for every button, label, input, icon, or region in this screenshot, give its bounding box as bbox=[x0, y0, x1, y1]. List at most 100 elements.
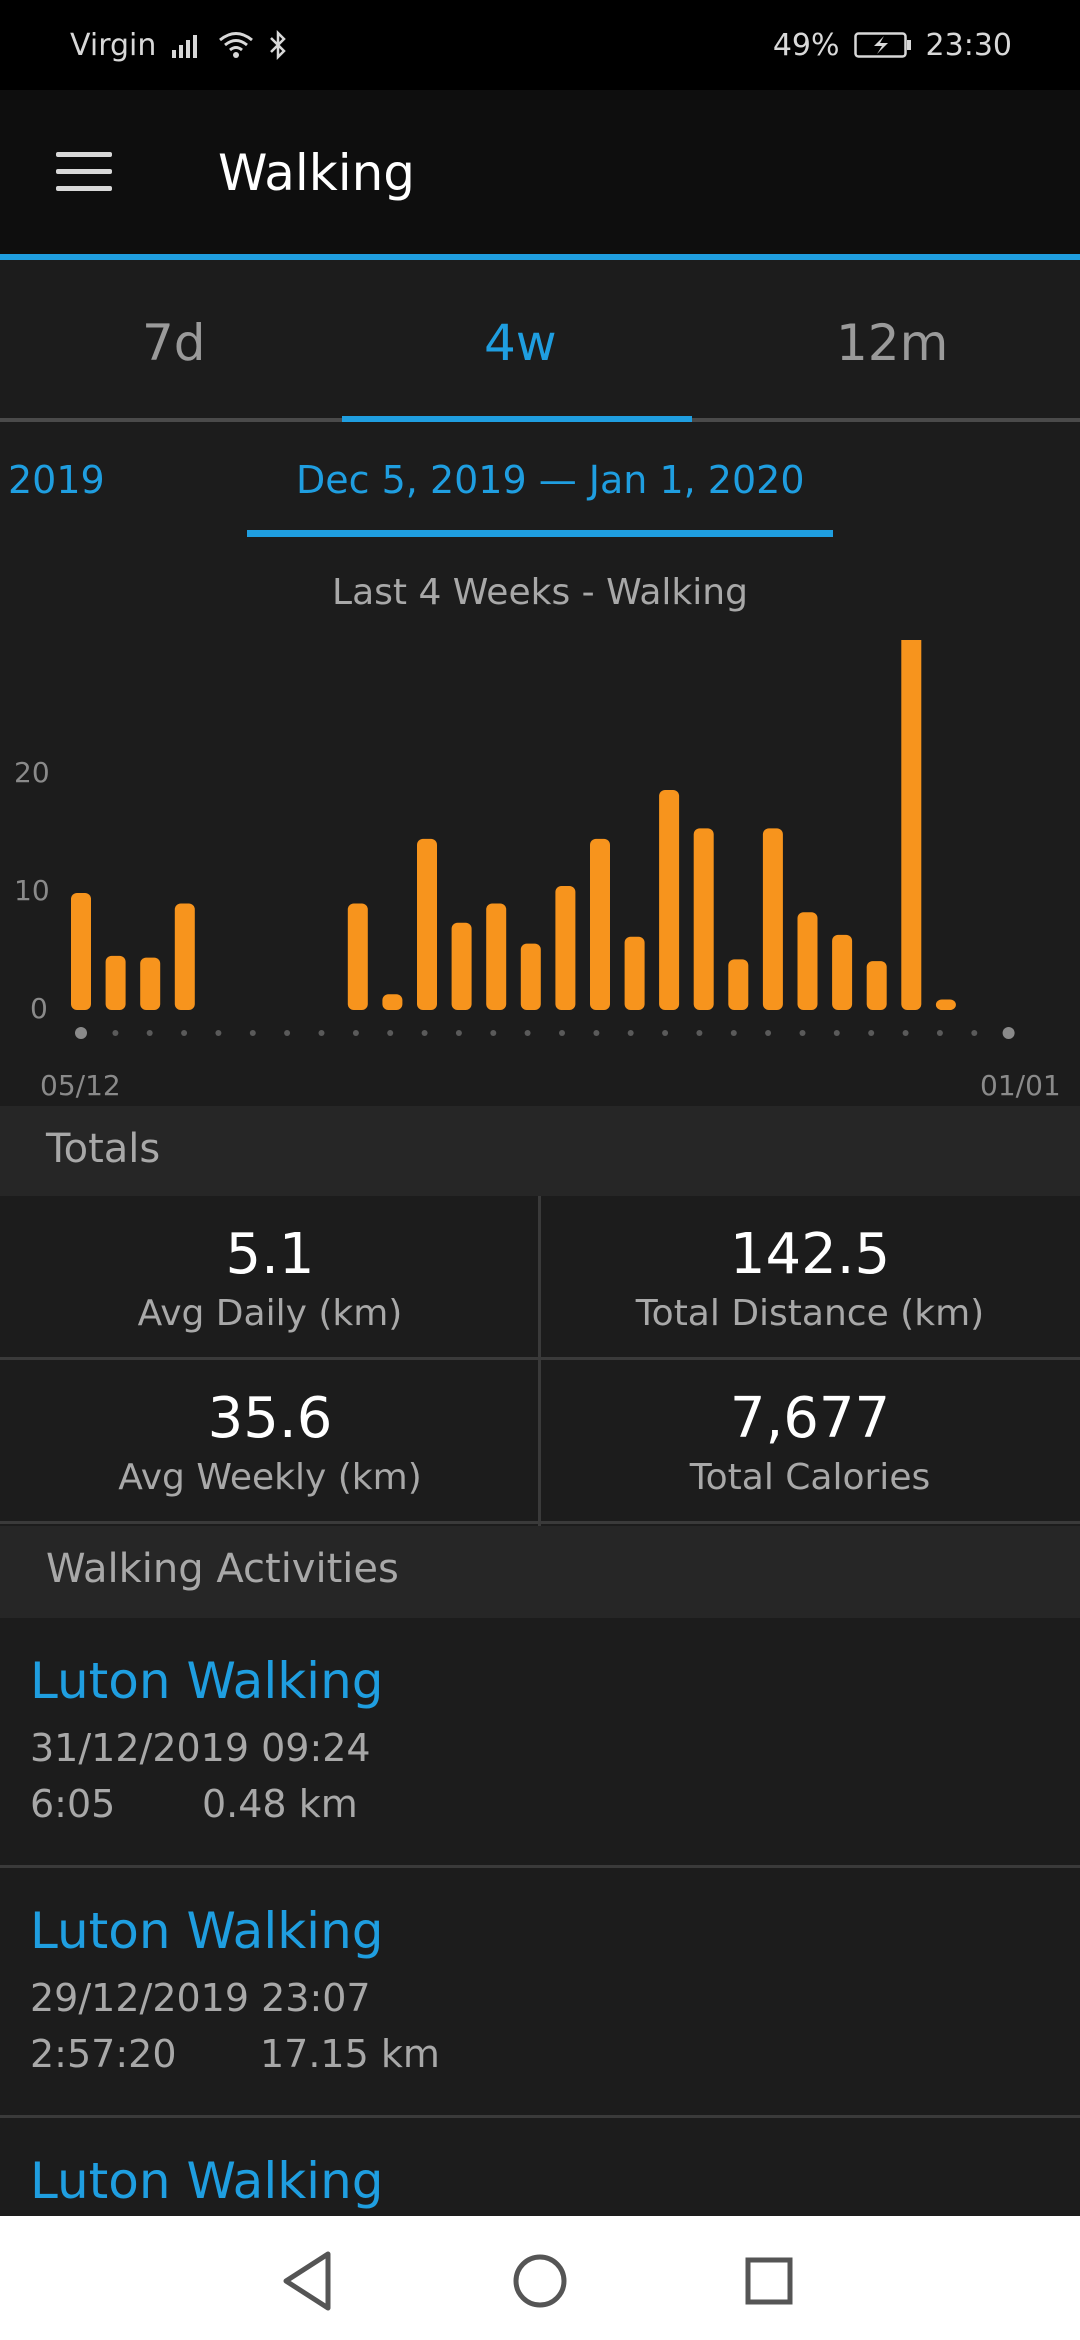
total-distance-cell: 142.5 Total Distance (km) bbox=[540, 1196, 1080, 1360]
activity-title[interactable]: Luton Walking bbox=[30, 1652, 384, 1710]
activity-duration: 6:05 bbox=[30, 1782, 116, 1826]
chart-bar[interactable] bbox=[935, 999, 956, 1011]
chart-bar[interactable] bbox=[105, 955, 126, 1010]
date-range-indicator bbox=[247, 530, 833, 537]
x-axis-dot bbox=[696, 1030, 703, 1036]
app-bar: Walking bbox=[0, 90, 1080, 260]
activity-list-item[interactable]: Luton Walking bbox=[0, 2118, 1080, 2340]
chart-bar[interactable] bbox=[382, 994, 403, 1010]
status-left: Virgin bbox=[70, 28, 288, 63]
chart-bar[interactable] bbox=[486, 903, 507, 1011]
battery-percent: 49% bbox=[772, 27, 840, 63]
x-axis-dot bbox=[318, 1030, 325, 1036]
activity-duration: 2:57:20 bbox=[30, 2032, 177, 2076]
clock-time: 23:30 bbox=[925, 27, 1012, 63]
activity-list-item[interactable]: Luton Walking 31/12/2019 09:24 6:05 0.48… bbox=[0, 1618, 1080, 1868]
chart-bar[interactable] bbox=[520, 943, 541, 1010]
grid-divider bbox=[538, 1196, 541, 1526]
chart-bar[interactable] bbox=[71, 893, 91, 1010]
totals-header: Totals bbox=[0, 1106, 1080, 1198]
x-axis-dots bbox=[75, 1027, 1015, 1039]
activities-header: Walking Activities bbox=[0, 1526, 1080, 1618]
chart-bar[interactable] bbox=[659, 790, 680, 1010]
total-distance-value: 142.5 bbox=[729, 1222, 891, 1287]
tab-4w[interactable]: 4w bbox=[484, 314, 557, 372]
x-axis-dot bbox=[662, 1030, 669, 1036]
x-axis-dot bbox=[455, 1030, 462, 1036]
activity-title[interactable]: Luton Walking bbox=[30, 1902, 384, 1960]
system-nav-bar bbox=[0, 2216, 1080, 2340]
x-axis-dot bbox=[352, 1030, 359, 1036]
chart-bar[interactable] bbox=[451, 922, 472, 1010]
chart-bar[interactable] bbox=[555, 886, 576, 1010]
total-calories-cell: 7,677 Total Calories bbox=[540, 1360, 1080, 1524]
total-distance-label: Total Distance (km) bbox=[635, 1293, 985, 1334]
avg-weekly-label: Avg Weekly (km) bbox=[118, 1457, 422, 1498]
chart-bar[interactable] bbox=[417, 838, 437, 1010]
avg-weekly-cell: 35.6 Avg Weekly (km) bbox=[0, 1360, 540, 1524]
home-icon[interactable] bbox=[505, 2246, 575, 2316]
battery-charging-icon bbox=[853, 32, 911, 58]
x-axis-dot bbox=[868, 1030, 875, 1036]
tab-7d[interactable]: 7d bbox=[142, 314, 206, 372]
total-calories-label: Total Calories bbox=[689, 1457, 931, 1498]
status-bar: Virgin 49% 23: bbox=[0, 0, 1080, 90]
x-start-label: 05/12 bbox=[40, 1069, 121, 1102]
avg-daily-label: Avg Daily (km) bbox=[137, 1293, 403, 1334]
chart-bar[interactable] bbox=[728, 959, 749, 1010]
activity-datetime: 31/12/2019 09:24 bbox=[30, 1726, 371, 1770]
x-axis-dot bbox=[627, 1030, 634, 1036]
period-tabs: 7d 4w 12m bbox=[0, 266, 1080, 422]
chart-bar[interactable] bbox=[797, 912, 818, 1010]
chart-bar[interactable] bbox=[901, 640, 922, 1010]
avg-weekly-value: 35.6 bbox=[207, 1386, 333, 1451]
signal-icon bbox=[172, 35, 198, 58]
activity-list-item[interactable]: Luton Walking 29/12/2019 23:07 2:57:20 1… bbox=[0, 1868, 1080, 2118]
totals-grid: 5.1 Avg Daily (km) 142.5 Total Distance … bbox=[0, 1196, 1080, 1526]
y-tick-label: 20 bbox=[14, 756, 50, 789]
x-axis-dot bbox=[936, 1030, 943, 1036]
chart-bar[interactable] bbox=[347, 903, 368, 1011]
bars-group bbox=[71, 640, 956, 1010]
chart-bar[interactable] bbox=[624, 936, 645, 1010]
chart-bar[interactable] bbox=[866, 961, 887, 1010]
chart-bar[interactable] bbox=[174, 903, 195, 1011]
x-axis-dot bbox=[146, 1030, 153, 1036]
x-axis-dot bbox=[112, 1030, 119, 1036]
total-calories-value: 7,677 bbox=[729, 1386, 891, 1451]
x-axis-dot bbox=[284, 1030, 291, 1036]
y-tick-label: 10 bbox=[14, 874, 50, 907]
wifi-icon bbox=[219, 32, 254, 58]
chart-bar[interactable] bbox=[693, 828, 714, 1010]
x-axis-dot bbox=[387, 1030, 394, 1036]
recents-icon[interactable] bbox=[734, 2246, 804, 2316]
x-axis-dot bbox=[215, 1030, 222, 1036]
previous-range-button[interactable]: 2019 bbox=[8, 458, 105, 502]
x-axis-dot bbox=[833, 1030, 840, 1036]
x-axis-dot bbox=[75, 1027, 87, 1039]
date-range-selector: 2019 Dec 5, 2019 — Jan 1, 2020 bbox=[0, 422, 1080, 540]
x-axis-dot bbox=[559, 1030, 565, 1036]
activity-title[interactable]: Luton Walking bbox=[30, 2152, 384, 2210]
avg-daily-cell: 5.1 Avg Daily (km) bbox=[0, 1196, 540, 1360]
walking-bar-chart: 20 10 0 05/12 01/01 bbox=[14, 640, 1061, 1102]
tab-12m[interactable]: 12m bbox=[836, 314, 949, 372]
activity-distance: 0.48 km bbox=[202, 1782, 358, 1826]
hamburger-menu-icon[interactable] bbox=[56, 152, 112, 192]
back-icon[interactable] bbox=[272, 2246, 342, 2316]
x-axis-dot bbox=[971, 1030, 978, 1036]
page-title: Walking bbox=[218, 144, 416, 202]
chart-bar[interactable] bbox=[140, 957, 161, 1010]
x-axis-dot bbox=[490, 1030, 497, 1036]
chart-bar[interactable] bbox=[590, 838, 610, 1010]
x-axis-dot bbox=[1002, 1027, 1015, 1039]
x-axis-dot bbox=[765, 1030, 772, 1036]
x-axis-dot bbox=[593, 1030, 600, 1036]
chart-title: Last 4 Weeks - Walking bbox=[332, 572, 748, 613]
current-date-range[interactable]: Dec 5, 2019 — Jan 1, 2020 bbox=[296, 458, 805, 502]
activity-distance: 17.15 km bbox=[260, 2032, 440, 2076]
x-end-label: 01/01 bbox=[980, 1069, 1061, 1102]
chart-bar[interactable] bbox=[832, 934, 853, 1010]
chart-bar[interactable] bbox=[762, 828, 783, 1010]
